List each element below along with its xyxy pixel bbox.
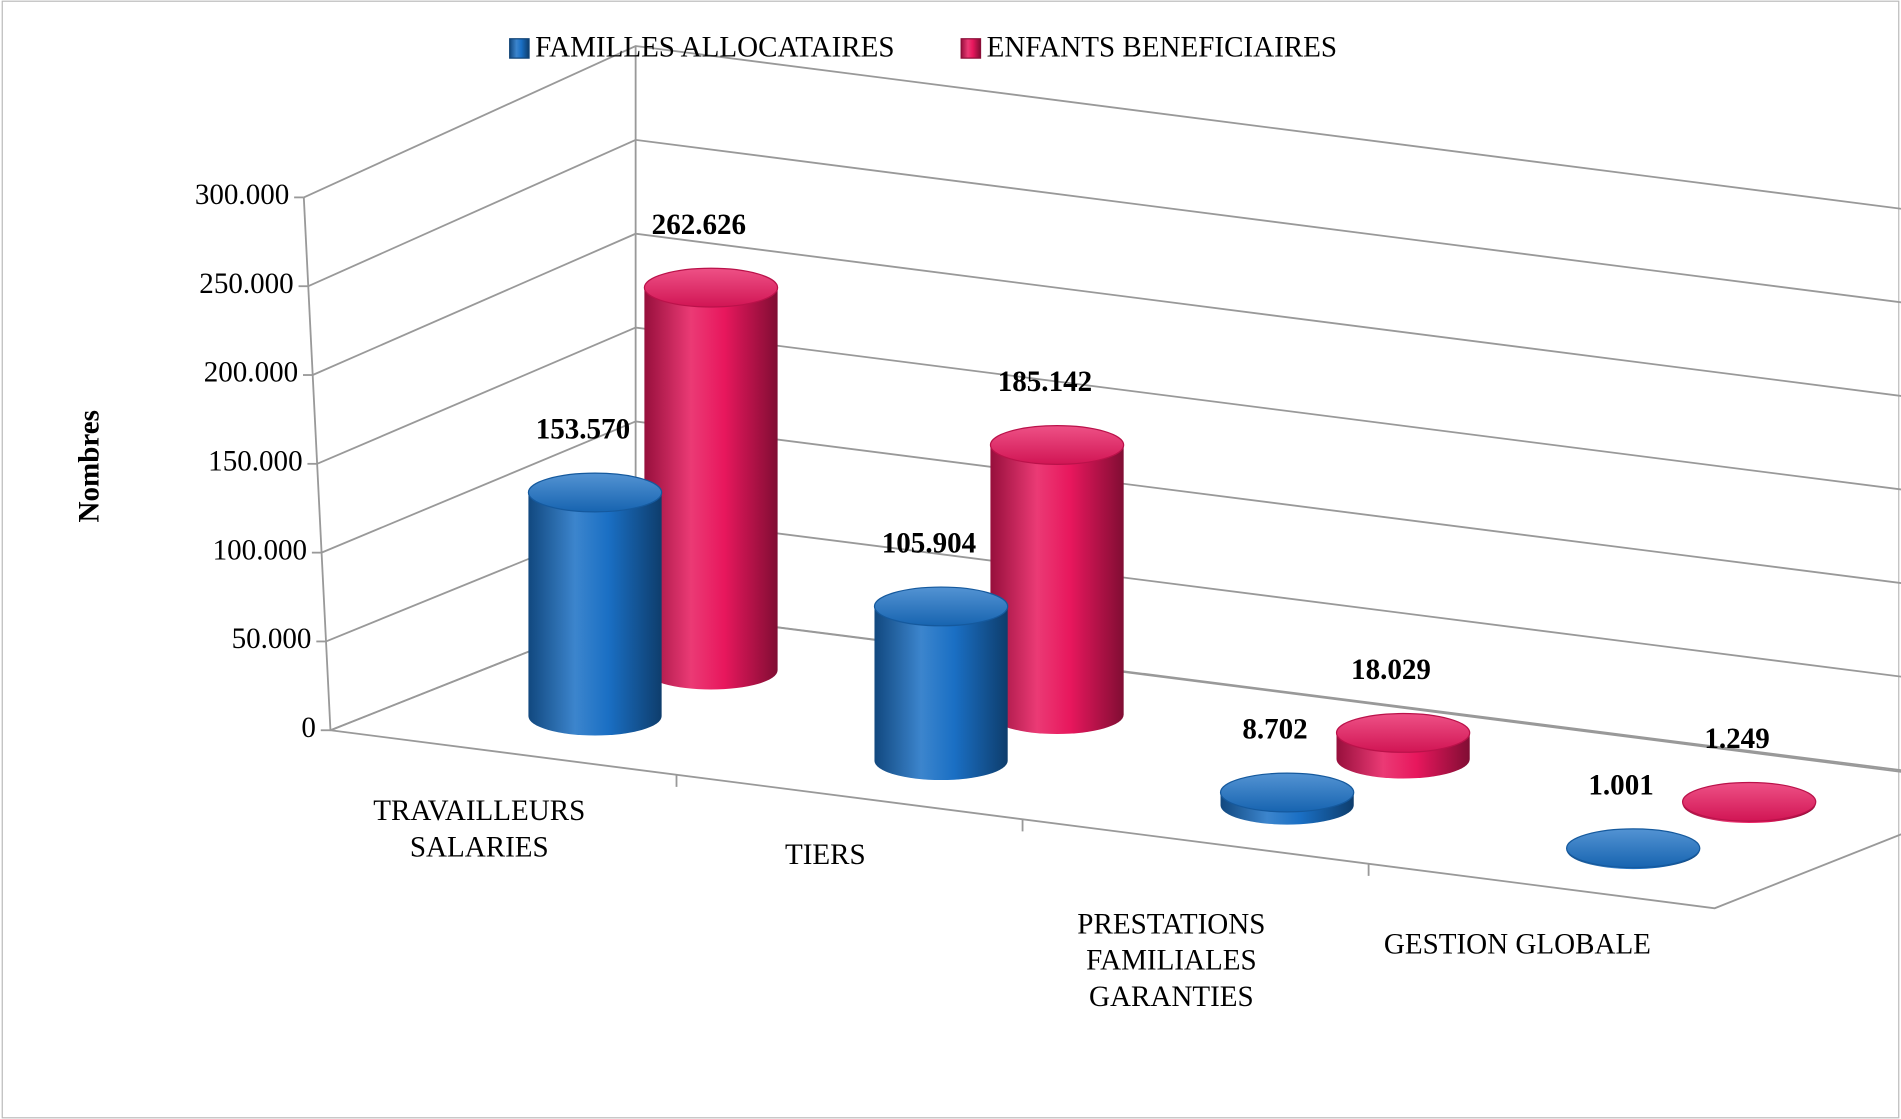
legend-label: FAMILLES ALLOCATAIRES [535, 31, 894, 63]
y-tick-label: 200.000 [204, 357, 298, 389]
y-tick-label: 50.000 [232, 623, 312, 655]
cylinder-top [1681, 781, 1817, 822]
cylinder-top [1565, 828, 1701, 869]
x-tick-label: PRESTATIONS FAMILIALES GARANTIES [1077, 908, 1265, 1013]
x-tick-label: TIERS [785, 839, 866, 871]
value-label: 153.570 [536, 414, 630, 446]
legend-swatch [509, 38, 530, 59]
cylinder-top [1335, 712, 1471, 753]
cylinder-top [873, 586, 1009, 627]
cylinder-body [644, 287, 778, 690]
cylinder [1219, 772, 1355, 825]
y-tick-label: 300.000 [195, 179, 289, 211]
cylinder [989, 425, 1125, 735]
cylinder [527, 472, 663, 736]
x-tick-label: GESTION GLOBALE [1384, 928, 1651, 960]
grid-line [321, 420, 1901, 584]
cylinder-top [989, 425, 1125, 465]
grid-line [303, 45, 1901, 210]
cylinder [643, 267, 779, 690]
cylinder-top [643, 267, 779, 308]
cylinder-body [990, 445, 1124, 735]
cylinder [1335, 712, 1471, 779]
grid-line [312, 232, 1901, 397]
cylinder-body [874, 606, 1008, 781]
cylinder [1565, 828, 1701, 870]
grid-line [316, 326, 1901, 491]
value-label: 185.142 [998, 366, 1092, 398]
y-tick-label: 0 [301, 712, 316, 744]
y-tick-label: 150.000 [208, 445, 302, 477]
cylinder-body [528, 492, 662, 736]
value-label: 105.904 [882, 528, 976, 560]
y-tick-label: 250.000 [199, 268, 293, 300]
cylinder-top [527, 472, 663, 513]
value-label: 1.249 [1704, 723, 1769, 755]
value-label: 8.702 [1242, 714, 1307, 746]
value-label: 18.029 [1351, 654, 1431, 686]
x-tick-label: TRAVAILLEURS SALARIES [373, 795, 585, 863]
grid-line [307, 138, 1901, 304]
y-axis-label: Nombres [74, 410, 106, 522]
legend-swatch [960, 38, 982, 59]
y-tick-label: 100.000 [213, 534, 307, 566]
legend-label: ENFANTS BENEFICIAIRES [987, 31, 1337, 63]
value-label: 262.626 [652, 209, 746, 241]
cylinder [1681, 781, 1817, 824]
cylinder-top [1219, 772, 1355, 813]
cylinder [873, 586, 1009, 781]
value-label: 1.001 [1588, 769, 1653, 801]
